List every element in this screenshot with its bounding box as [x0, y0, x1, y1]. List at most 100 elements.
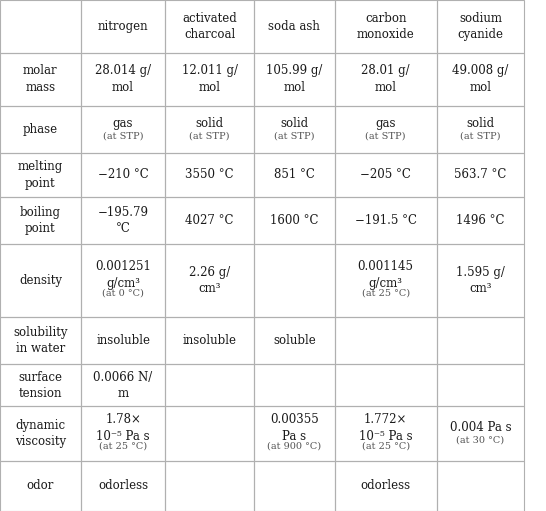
- Bar: [81, 106, 165, 153]
- Bar: [437, 106, 524, 153]
- Text: solubility
in water: solubility in water: [13, 326, 68, 356]
- Bar: [165, 153, 254, 197]
- Bar: [254, 317, 335, 364]
- Text: −191.5 °C: −191.5 °C: [355, 214, 417, 227]
- Text: (at 900 °C): (at 900 °C): [267, 442, 322, 451]
- Bar: [0, 53, 81, 106]
- Text: 1.772×
10⁻⁵ Pa s: 1.772× 10⁻⁵ Pa s: [359, 413, 413, 443]
- Bar: [335, 406, 437, 461]
- Bar: [81, 53, 165, 106]
- Bar: [81, 244, 165, 317]
- Text: (at 30 °C): (at 30 °C): [456, 436, 505, 445]
- Text: molar
mass: molar mass: [23, 64, 58, 94]
- Text: odorless: odorless: [98, 479, 148, 493]
- Text: melting
point: melting point: [18, 160, 63, 190]
- Bar: [165, 53, 254, 106]
- Bar: [81, 364, 165, 406]
- Text: gas: gas: [376, 117, 396, 130]
- Text: 1496 °C: 1496 °C: [456, 214, 505, 227]
- Text: 28.01 g/
mol: 28.01 g/ mol: [361, 64, 410, 94]
- Bar: [81, 197, 165, 244]
- Bar: [335, 153, 437, 197]
- Bar: [0, 197, 81, 244]
- Text: (at 0 °C): (at 0 °C): [102, 289, 144, 297]
- Bar: [165, 0, 254, 53]
- Text: solid: solid: [195, 117, 224, 130]
- Text: insoluble: insoluble: [183, 334, 236, 347]
- Text: solid: solid: [466, 117, 495, 130]
- Text: 0.004 Pa s: 0.004 Pa s: [450, 422, 511, 434]
- Bar: [254, 406, 335, 461]
- Text: solid: solid: [280, 117, 308, 130]
- Bar: [437, 244, 524, 317]
- Bar: [254, 244, 335, 317]
- Bar: [165, 244, 254, 317]
- Text: boiling
point: boiling point: [20, 206, 61, 235]
- Bar: [165, 364, 254, 406]
- Text: activated
charcoal: activated charcoal: [182, 12, 237, 41]
- Bar: [437, 406, 524, 461]
- Bar: [437, 53, 524, 106]
- Bar: [0, 461, 81, 511]
- Text: 49.008 g/
mol: 49.008 g/ mol: [452, 64, 509, 94]
- Text: odorless: odorless: [361, 479, 411, 493]
- Text: insoluble: insoluble: [96, 334, 150, 347]
- Bar: [81, 406, 165, 461]
- Text: 0.001145
g/cm³: 0.001145 g/cm³: [358, 260, 414, 290]
- Text: nitrogen: nitrogen: [98, 20, 149, 33]
- Bar: [0, 106, 81, 153]
- Bar: [335, 197, 437, 244]
- Bar: [81, 153, 165, 197]
- Bar: [0, 244, 81, 317]
- Text: (at 25 °C): (at 25 °C): [361, 442, 410, 451]
- Bar: [335, 461, 437, 511]
- Bar: [81, 0, 165, 53]
- Bar: [335, 364, 437, 406]
- Text: 1.595 g/
cm³: 1.595 g/ cm³: [456, 266, 505, 295]
- Text: 28.014 g/
mol: 28.014 g/ mol: [95, 64, 151, 94]
- Text: 0.001251
g/cm³: 0.001251 g/cm³: [95, 260, 151, 290]
- Bar: [335, 106, 437, 153]
- Text: dynamic
viscosity: dynamic viscosity: [15, 419, 66, 448]
- Bar: [335, 0, 437, 53]
- Bar: [0, 0, 81, 53]
- Text: 563.7 °C: 563.7 °C: [454, 169, 507, 181]
- Text: 0.0066 N/
m: 0.0066 N/ m: [93, 370, 153, 400]
- Text: 2.26 g/
cm³: 2.26 g/ cm³: [189, 266, 230, 295]
- Bar: [0, 364, 81, 406]
- Bar: [0, 317, 81, 364]
- Text: 1600 °C: 1600 °C: [270, 214, 318, 227]
- Text: (at STP): (at STP): [365, 131, 406, 141]
- Text: (at 25 °C): (at 25 °C): [361, 289, 410, 297]
- Text: carbon
monoxide: carbon monoxide: [357, 12, 414, 41]
- Bar: [437, 197, 524, 244]
- Text: 105.99 g/
mol: 105.99 g/ mol: [266, 64, 323, 94]
- Text: phase: phase: [23, 123, 58, 136]
- Bar: [165, 106, 254, 153]
- Text: −210 °C: −210 °C: [98, 169, 149, 181]
- Bar: [254, 153, 335, 197]
- Bar: [0, 153, 81, 197]
- Bar: [165, 197, 254, 244]
- Text: gas: gas: [113, 117, 133, 130]
- Bar: [437, 0, 524, 53]
- Bar: [254, 461, 335, 511]
- Bar: [165, 406, 254, 461]
- Text: 1.78×
10⁻⁵ Pa s: 1.78× 10⁻⁵ Pa s: [96, 413, 150, 443]
- Text: soluble: soluble: [273, 334, 316, 347]
- Bar: [254, 53, 335, 106]
- Text: −205 °C: −205 °C: [360, 169, 411, 181]
- Bar: [254, 0, 335, 53]
- Bar: [254, 197, 335, 244]
- Text: 3550 °C: 3550 °C: [185, 169, 234, 181]
- Bar: [437, 364, 524, 406]
- Text: (at STP): (at STP): [103, 131, 144, 141]
- Bar: [335, 53, 437, 106]
- Bar: [165, 461, 254, 511]
- Text: (at STP): (at STP): [189, 131, 230, 141]
- Text: (at STP): (at STP): [274, 131, 314, 141]
- Bar: [0, 406, 81, 461]
- Bar: [254, 106, 335, 153]
- Bar: [81, 461, 165, 511]
- Bar: [437, 153, 524, 197]
